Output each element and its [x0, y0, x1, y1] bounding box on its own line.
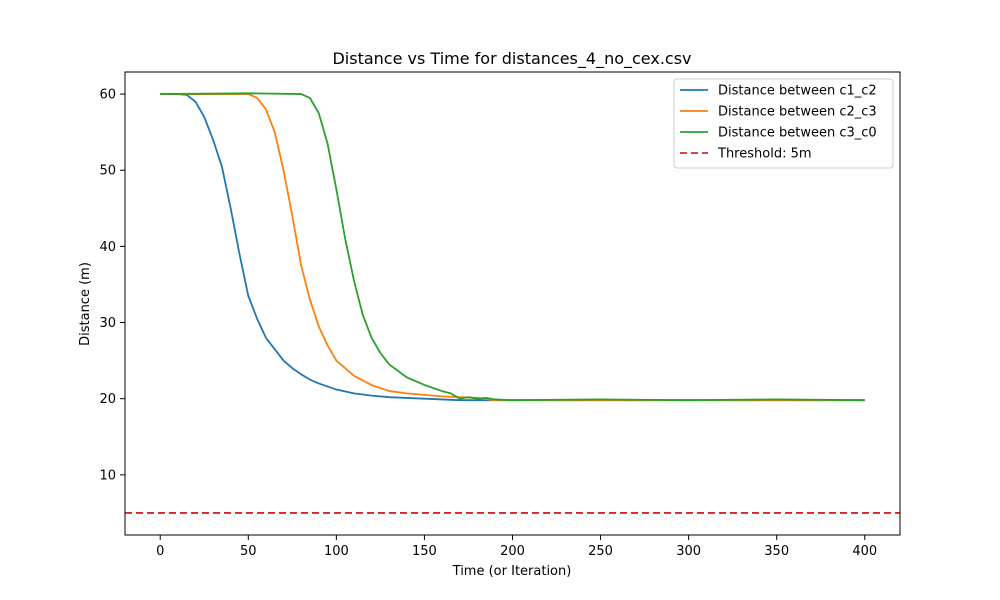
legend-label-3: Threshold: 5m [717, 147, 812, 162]
x-tick-label: 300 [676, 544, 701, 559]
x-axis-label: Time (or Iteration) [452, 564, 572, 579]
y-tick-label: 30 [99, 316, 116, 331]
x-tick-label: 100 [324, 544, 349, 559]
legend-label-0: Distance between c1_c2 [718, 84, 877, 99]
x-tick-label: 0 [156, 544, 164, 559]
legend: Distance between c1_c2 Distance between c… [673, 78, 894, 169]
y-axis: 10 20 30 40 50 60 [99, 88, 125, 483]
legend-label-2: Distance between c3_c0 [718, 126, 877, 141]
series-group [125, 92, 900, 514]
legend-box [673, 78, 894, 169]
x-tick-label: 150 [412, 544, 437, 559]
y-tick-label: 10 [99, 468, 116, 483]
y-tick-label: 50 [99, 164, 116, 179]
series-line-2 [160, 92, 865, 402]
x-tick-label: 250 [588, 544, 613, 559]
x-axis: 0 50 100 150 200 250 300 350 400 [156, 535, 877, 559]
x-tick-label: 50 [240, 544, 257, 559]
legend-label-1: Distance between c2_c3 [718, 105, 877, 120]
x-tick-label: 400 [852, 544, 877, 559]
y-tick-label: 40 [99, 240, 116, 255]
y-axis-label: Distance (m) [78, 262, 93, 346]
y-tick-label: 60 [99, 88, 116, 103]
x-tick-label: 200 [500, 544, 525, 559]
y-tick-label: 20 [99, 392, 116, 407]
chart-title: Distance vs Time for distances_4_no_cex.… [332, 49, 691, 69]
x-tick-label: 350 [764, 544, 789, 559]
